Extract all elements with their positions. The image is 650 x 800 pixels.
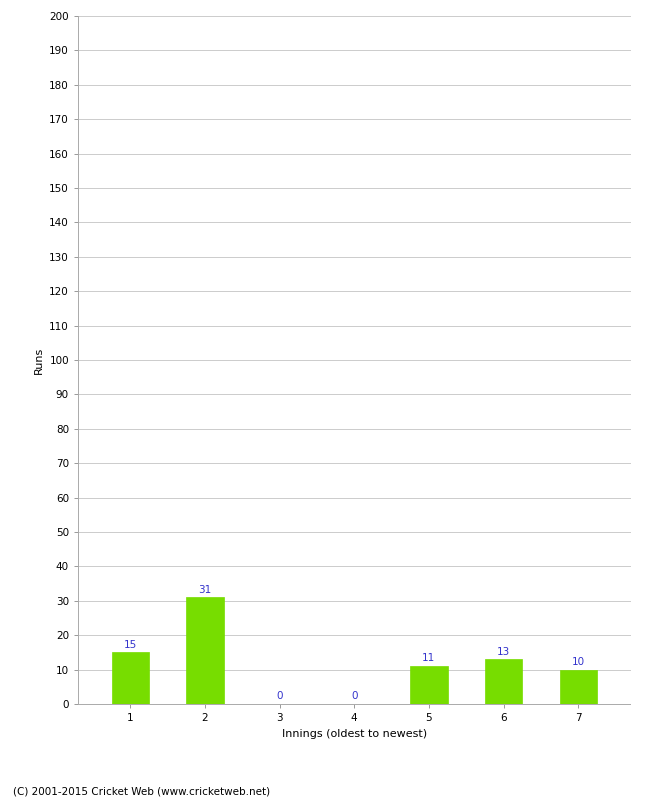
Text: 0: 0 xyxy=(351,691,358,702)
Text: 11: 11 xyxy=(422,654,436,663)
Text: (C) 2001-2015 Cricket Web (www.cricketweb.net): (C) 2001-2015 Cricket Web (www.cricketwe… xyxy=(13,786,270,796)
Text: 31: 31 xyxy=(198,585,211,594)
Bar xyxy=(560,670,597,704)
Bar xyxy=(410,666,448,704)
Bar xyxy=(485,659,522,704)
Y-axis label: Runs: Runs xyxy=(34,346,44,374)
Text: 10: 10 xyxy=(571,657,585,667)
Bar xyxy=(112,653,149,704)
Text: 0: 0 xyxy=(276,691,283,702)
Text: 15: 15 xyxy=(124,640,137,650)
Text: 13: 13 xyxy=(497,646,510,657)
Bar xyxy=(187,598,224,704)
X-axis label: Innings (oldest to newest): Innings (oldest to newest) xyxy=(281,729,427,738)
